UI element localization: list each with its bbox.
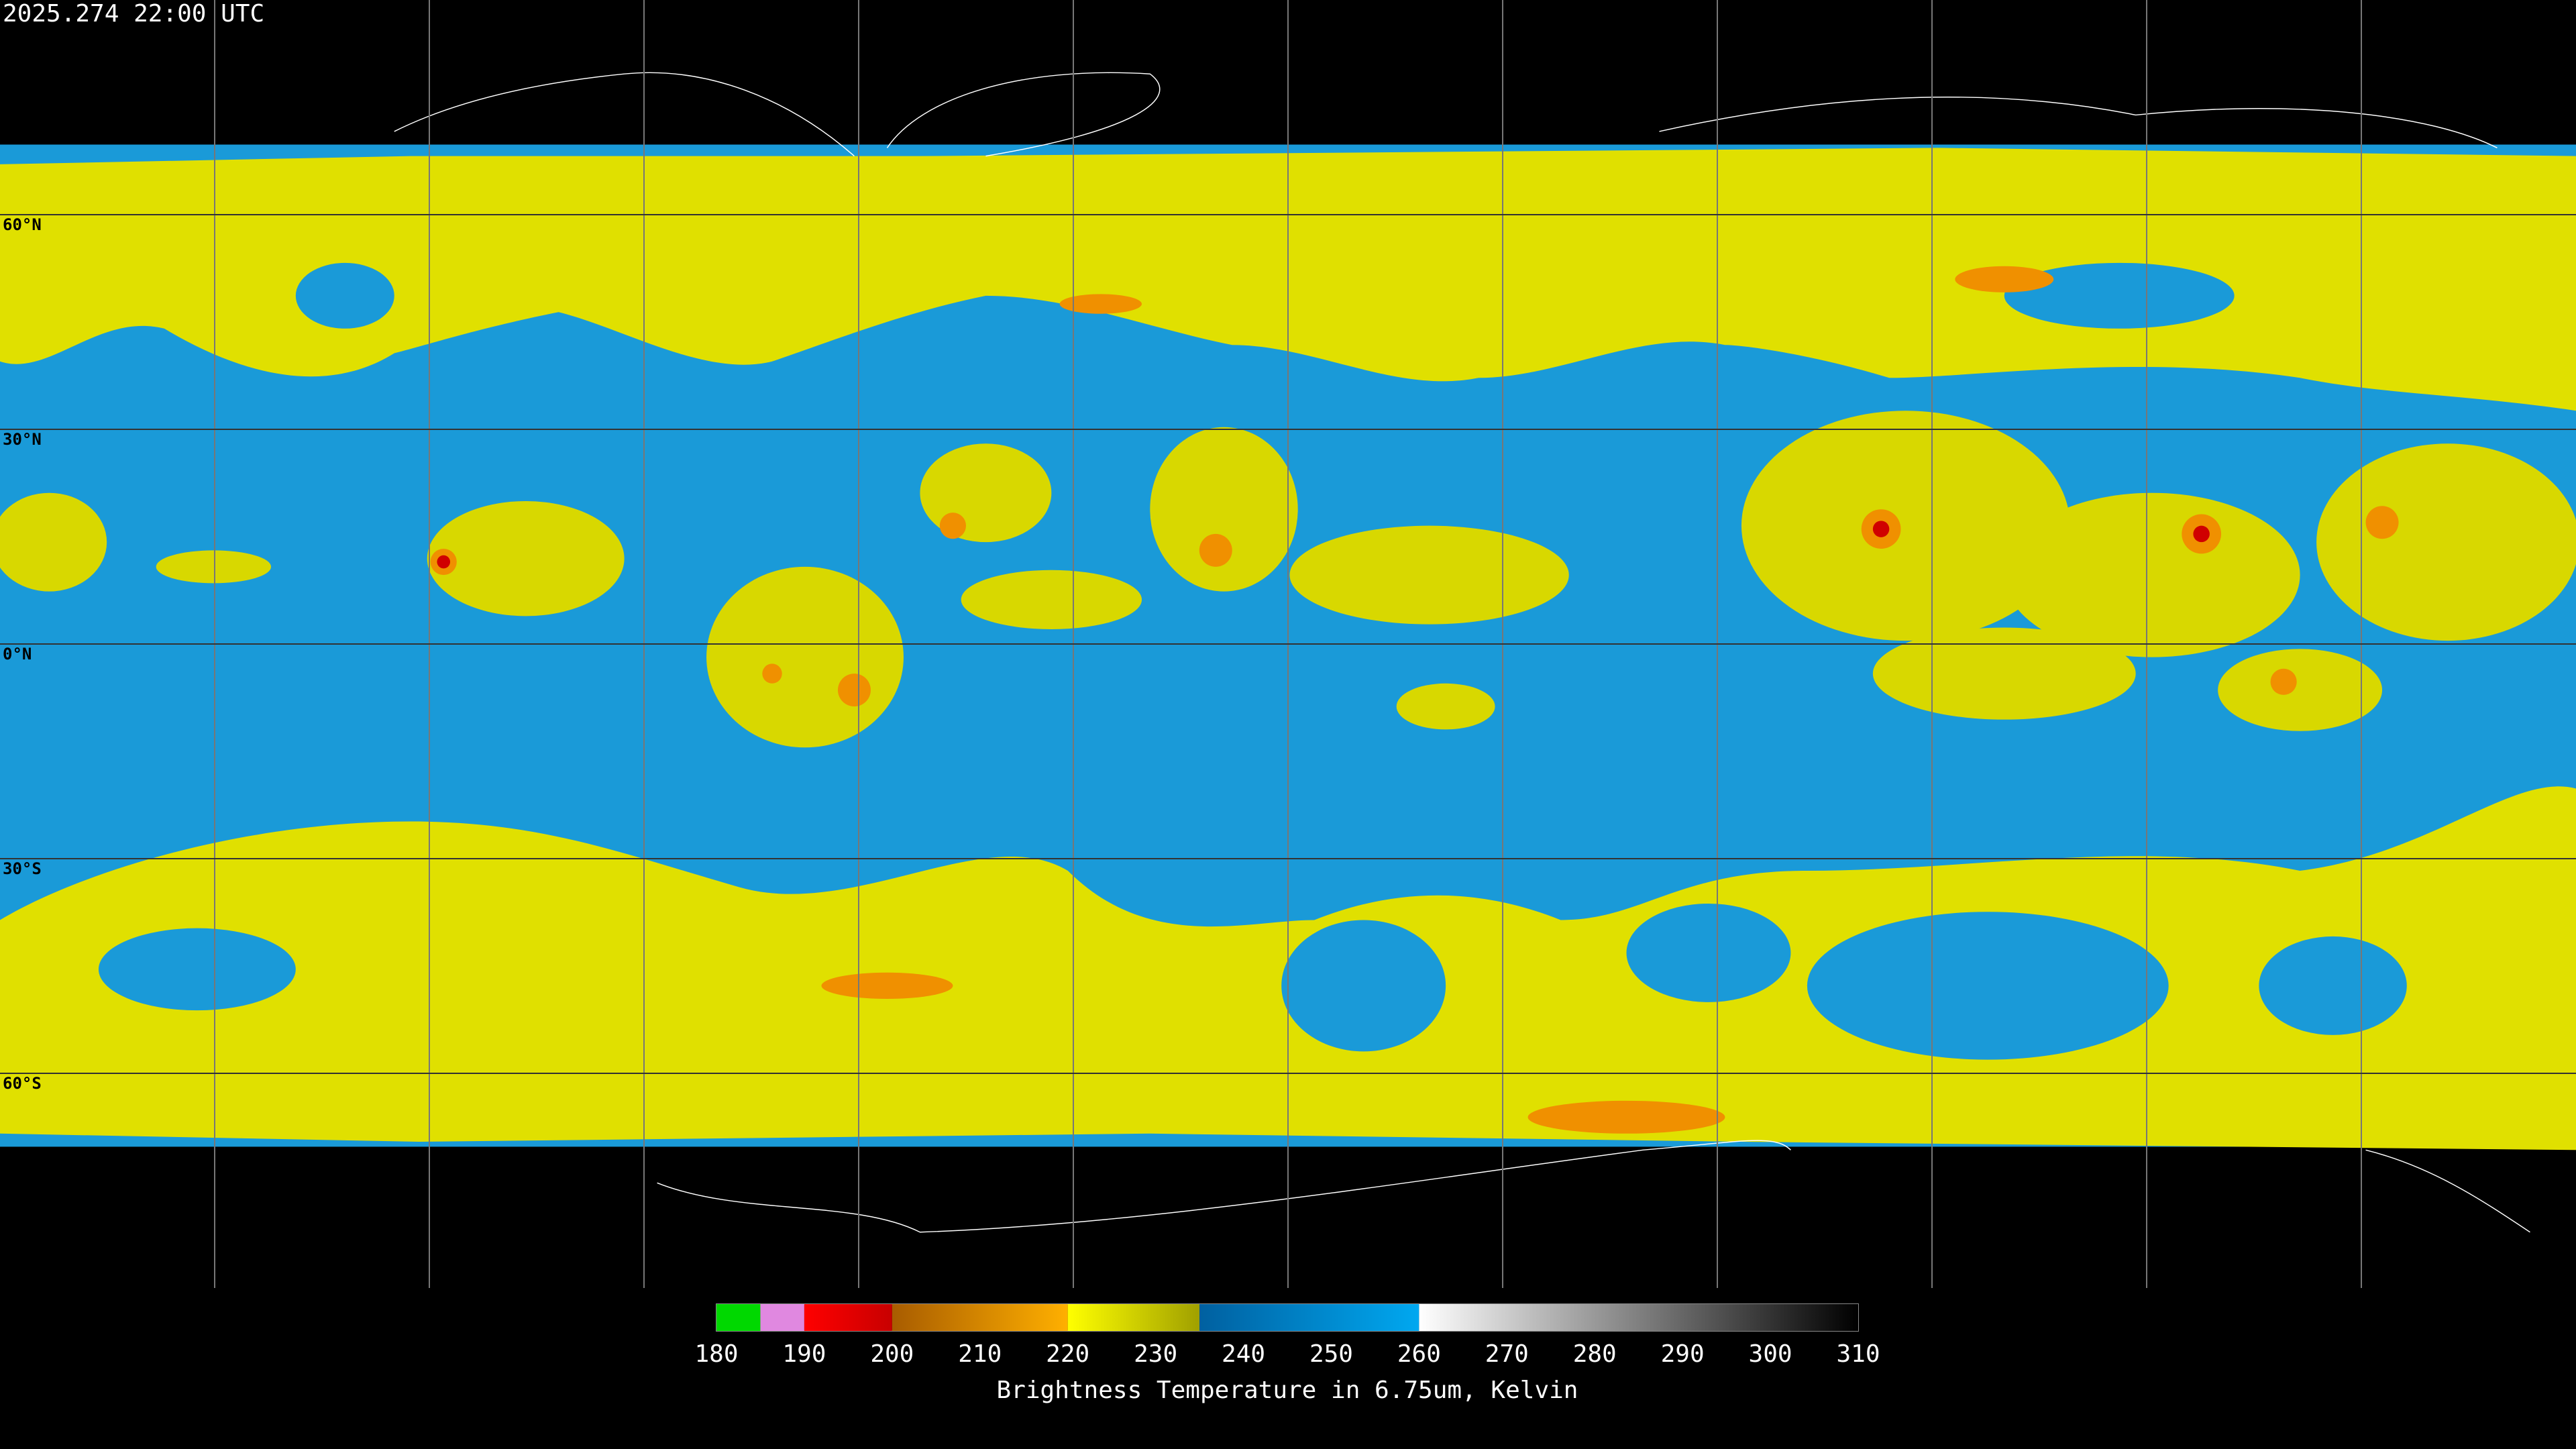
colorbar-segment	[1067, 1304, 1200, 1331]
colorbar-tick-label: 300	[1749, 1340, 1792, 1368]
colorbar-tick-label: 190	[782, 1340, 826, 1368]
coastlines	[394, 72, 2530, 1233]
coldest-tops	[437, 521, 2210, 569]
colorbar-segment	[892, 1304, 1068, 1331]
graticule: 60°N 30°N 0°N 30°S 60°S	[0, 0, 2576, 1288]
colorbar-segment	[760, 1304, 804, 1331]
colorbar-tick-label: 260	[1397, 1340, 1441, 1368]
colorbar-segment	[804, 1304, 892, 1331]
colorbar-segment	[716, 1304, 761, 1331]
colorbar-tick-label: 180	[694, 1340, 738, 1368]
colorbar-segment	[1419, 1304, 1858, 1331]
colorbar-tick-label: 270	[1485, 1340, 1529, 1368]
colorbar-tick-label: 280	[1573, 1340, 1617, 1368]
colorbar-title: Brightness Temperature in 6.75um, Kelvin	[997, 1377, 1578, 1404]
latitude-label: 30°S	[3, 859, 42, 878]
dry-slots	[98, 262, 2407, 1060]
timestamp: 2025.274 22:00 UTC	[3, 0, 264, 28]
colorbar-segment	[1199, 1304, 1419, 1331]
cold-cloud-tops	[430, 266, 2399, 1134]
tropical-clusters	[0, 411, 2576, 748]
latitude-label: 60°N	[3, 215, 42, 234]
colorbar-tick-label: 210	[958, 1340, 1002, 1368]
colorbar-tick-label: 290	[1661, 1340, 1705, 1368]
colorbar-tick-label: 250	[1309, 1340, 1353, 1368]
colorbar-tick-label: 240	[1222, 1340, 1265, 1368]
latitude-label: 0°N	[3, 645, 32, 663]
latitude-label: 30°N	[3, 430, 42, 449]
colorbar-tick-label: 200	[870, 1340, 914, 1368]
colorbar-tick-label: 310	[1836, 1340, 1880, 1368]
colorbar-tick-label: 230	[1134, 1340, 1177, 1368]
colorbar-tick-label: 220	[1046, 1340, 1089, 1368]
latitude-label: 60°S	[3, 1074, 42, 1093]
